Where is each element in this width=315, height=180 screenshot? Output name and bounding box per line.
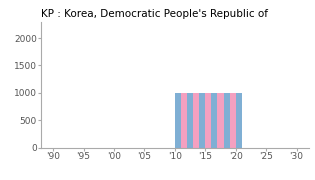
- Bar: [224, 93, 230, 148]
- Bar: [199, 93, 205, 148]
- Bar: [236, 93, 242, 148]
- Bar: [187, 93, 193, 148]
- Bar: [211, 93, 217, 148]
- Text: KP : Korea, Democratic People's Republic of: KP : Korea, Democratic People's Republic…: [41, 9, 268, 19]
- Bar: [230, 93, 236, 148]
- Bar: [181, 93, 187, 148]
- Bar: [193, 93, 199, 148]
- Bar: [205, 93, 211, 148]
- Bar: [217, 93, 224, 148]
- Bar: [175, 93, 181, 148]
